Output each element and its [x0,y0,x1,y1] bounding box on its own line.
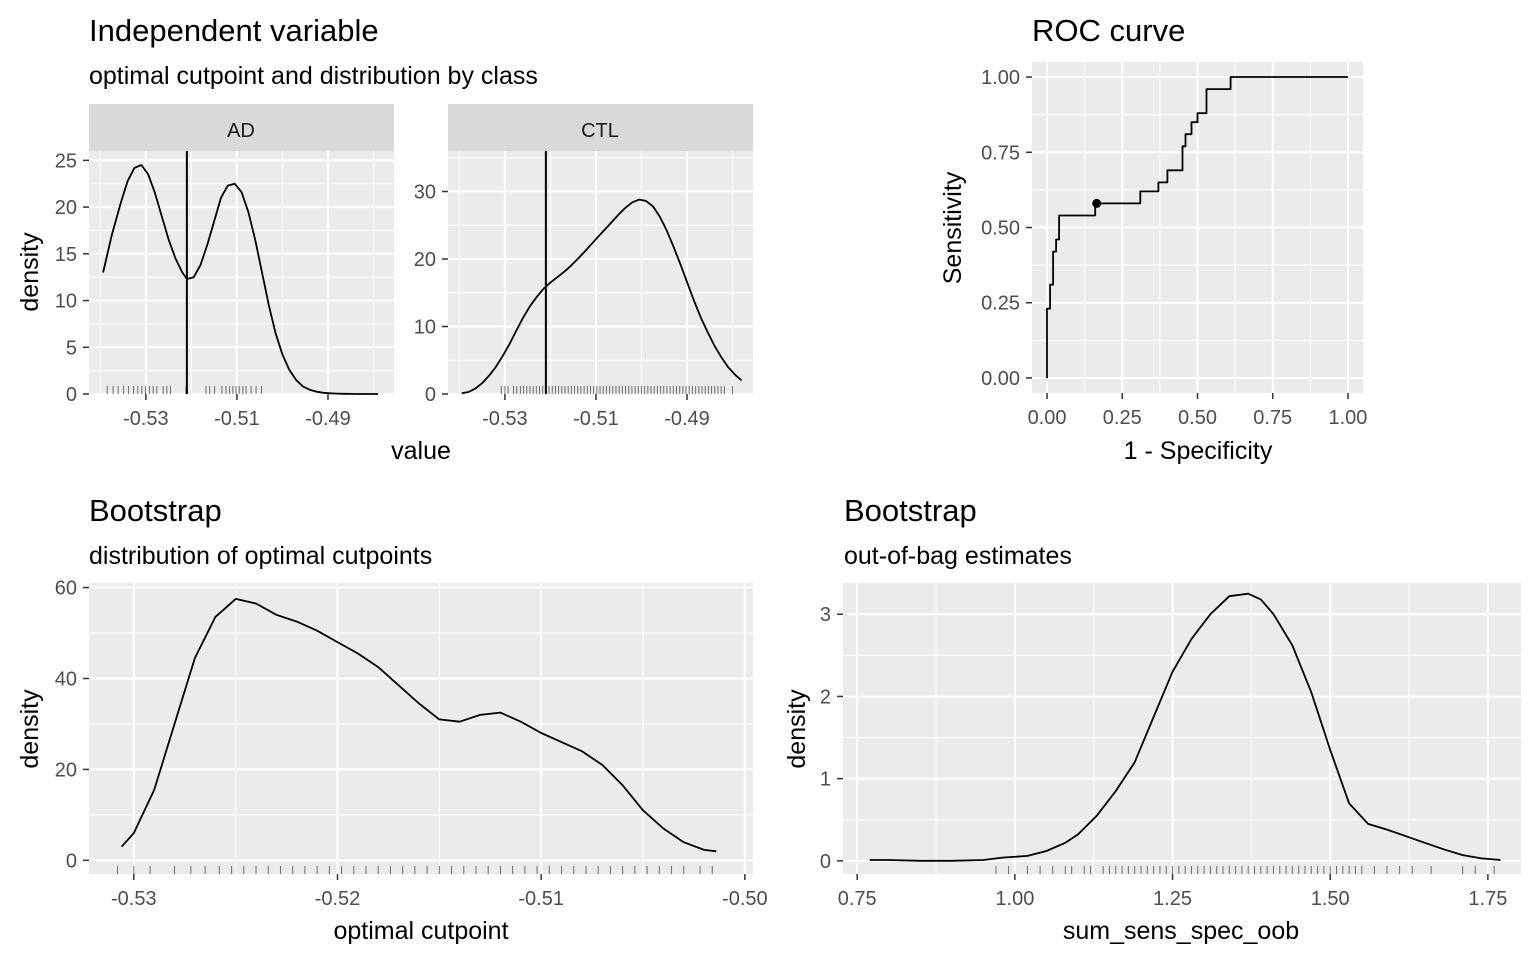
y-tick-label: 2 [820,686,831,708]
density-curve [102,164,379,395]
y-tick-label: 5 [66,337,77,359]
facet-ctl: CTL -0.53 -0.51 -0.49 0 10 20 30 [414,104,753,430]
y-tick-label: 0.25 [981,293,1020,315]
x-tick-label: -0.52 [315,888,361,910]
x-tick-label: -0.49 [664,408,710,430]
y-tick-label: 0.75 [981,142,1020,164]
y-tick-label: 20 [414,249,436,271]
indep-title: Independent variable [89,13,379,48]
x-tick-label: 1.00 [995,888,1034,910]
x-tick-label: -0.51 [573,408,619,430]
x-tick-label: 0.00 [1028,407,1067,429]
y-tick-label: 60 [55,578,77,600]
y-tick-label: 0 [820,851,831,873]
boot1-gridlines [89,583,753,874]
density-curve [869,592,1501,862]
facet-ad-plot-area [89,151,394,394]
facet-ad-gridlines [89,151,394,395]
y-tick-label: 10 [55,291,77,313]
roc-title: ROC curve [1032,13,1185,48]
boot2-marks [869,592,1501,874]
facet-ad-marks [102,151,379,395]
x-tick-label: 1.00 [1328,407,1367,429]
facet-ctl-label: CTL [581,120,619,142]
optimal-cutpoint-marker [1092,198,1102,208]
boot1-axes: -0.53 -0.52 -0.51 -0.50 0 20 40 60 [55,578,768,910]
x-tick-label: 1.75 [1468,888,1507,910]
boot1-y-axis-title: density [16,689,44,769]
y-tick-label: 0 [425,384,436,406]
y-tick-label: 1 [820,769,831,791]
y-tick-label: 0 [66,850,77,872]
y-tick-label: 20 [55,197,77,219]
y-tick-label: 3 [820,604,831,626]
boot1-chart: -0.53 -0.52 -0.51 -0.50 0 20 40 60 [55,578,768,910]
facet-ctl-strip [448,104,753,151]
roc-marks [1046,76,1348,378]
y-tick-label: 15 [55,244,77,266]
x-tick-label: 1.50 [1311,888,1350,910]
x-tick-label: 0.50 [1178,407,1217,429]
y-tick-label: 40 [55,668,77,690]
y-tick-label: 0 [66,384,77,406]
boot1-subtitle: distribution of optimal cutpoints [89,542,432,570]
roc-x-axis-title: 1 - Specificity [1124,437,1273,465]
boot1-title: Bootstrap [89,493,222,528]
y-tick-label: 0.00 [981,368,1020,390]
y-tick-label: 20 [55,759,77,781]
y-tick-label: 10 [414,317,436,339]
x-tick-label: 1.25 [1153,888,1192,910]
boot2-title: Bootstrap [844,493,977,528]
facet-ctl-axes: -0.53 -0.51 -0.49 0 10 20 30 [414,182,710,431]
facet-ctl-plot-area [448,151,753,394]
x-tick-label: -0.50 [722,888,768,910]
boot1-plot-area [89,583,753,874]
x-tick-label: 0.25 [1103,407,1142,429]
x-tick-label: -0.53 [111,888,157,910]
density-curve [120,598,717,853]
roc-axes: 0.00 0.25 0.50 0.75 1.00 0.00 0.25 0.50 0.75 1.00 [981,67,1367,429]
x-tick-label: -0.49 [305,408,351,430]
x-tick-label: 0.75 [1253,407,1292,429]
y-tick-label: 25 [55,150,77,172]
facet-ctl-marks [461,151,743,395]
facet-ad-strip [89,104,394,151]
facet-ad: AD -0.53 -0.51 -0.49 0 5 10 15 20 25 [55,104,394,430]
roc-curve-line [1046,76,1348,378]
boot2-x-axis-title: sum_sens_spec_oob [1063,917,1299,945]
density-curve [461,198,743,395]
boot1-marks [117,598,717,874]
x-tick-label: -0.51 [518,888,564,910]
boot2-axes: 0.75 1.00 1.25 1.50 1.75 0 1 2 3 [820,604,1507,910]
boot2-y-axis-title: density [783,689,811,769]
boot1-x-axis-title: optimal cutpoint [333,917,508,945]
boot2-plot-area [843,583,1521,874]
x-tick-label: -0.51 [214,408,260,430]
boot2-subtitle: out-of-bag estimates [844,542,1072,570]
boot2-chart: 0.75 1.00 1.25 1.50 1.75 0 1 2 3 [820,583,1521,910]
facet-ad-label: AD [227,120,255,142]
x-tick-label: -0.53 [123,408,169,430]
x-tick-label: 0.75 [838,888,877,910]
y-tick-label: 30 [414,182,436,204]
y-tick-label: 1.00 [981,67,1020,89]
indep-y-axis-title: density [16,232,44,312]
y-tick-label: 0.50 [981,218,1020,240]
facet-ad-axes: -0.53 -0.51 -0.49 0 5 10 15 20 25 [55,150,351,430]
roc-y-axis-title: Sensitivity [939,171,967,284]
indep-x-axis-title: value [391,437,451,465]
roc-chart: 0.00 0.25 0.50 0.75 1.00 0.00 0.25 0.50 0.75 1.00 [981,62,1367,429]
indep-subtitle: optimal cutpoint and distribution by cla… [89,62,538,90]
x-tick-label: -0.53 [482,408,528,430]
